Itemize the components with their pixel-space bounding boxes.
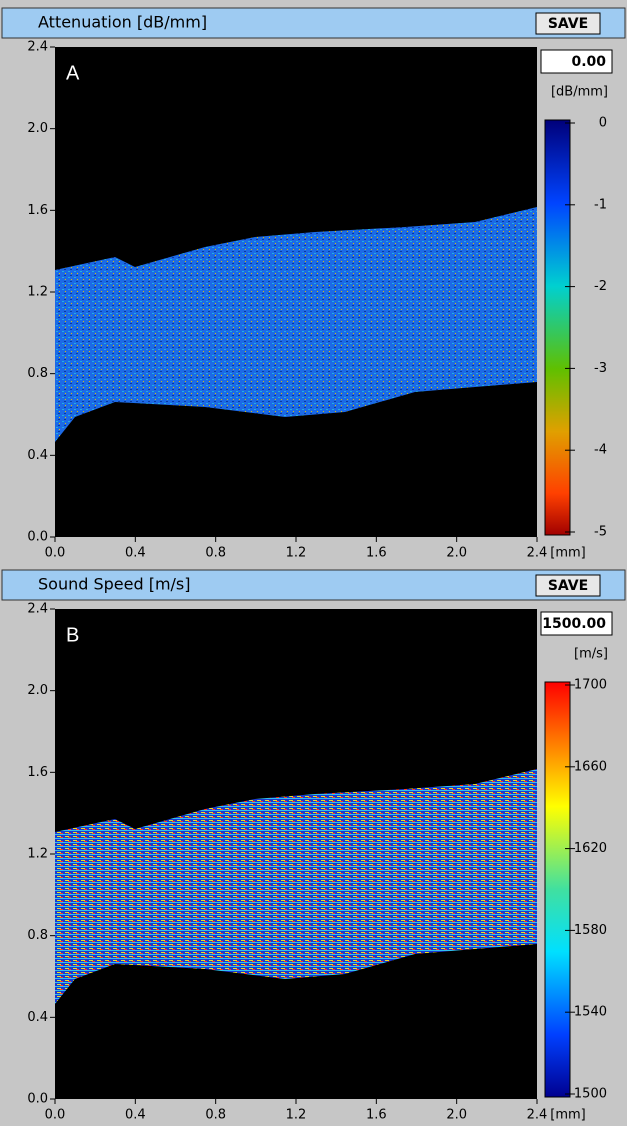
colorbar-tick-label: 1540 [574, 1005, 607, 1020]
value-box-text: 1500.00 [542, 616, 606, 632]
y-tick-label: 2.0 [27, 683, 48, 698]
y-tick-label: 0.4 [27, 1010, 48, 1025]
save-button[interactable]: SAVE [535, 12, 601, 35]
x-tick-label: 2.0 [446, 546, 467, 561]
x-tick-label: 1.6 [366, 1108, 387, 1123]
x-tick-label: 0.4 [125, 546, 146, 561]
tissue-image [55, 769, 537, 1004]
x-tick-label: 0.4 [125, 1108, 146, 1123]
y-tick-label: 1.2 [27, 847, 48, 862]
save-button[interactable]: SAVE [535, 574, 601, 597]
tissue-image [55, 207, 537, 442]
x-tick-label: 0.8 [205, 546, 226, 561]
x-tick-label: 1.2 [286, 546, 307, 561]
x-tick-label: 1.6 [366, 546, 387, 561]
colorbar-tick-label: 1580 [574, 923, 607, 938]
title-bar [1, 7, 626, 39]
panel-title: Sound Speed [m/s] [38, 575, 191, 594]
x-tick-label: 2.0 [446, 1108, 467, 1123]
x-tick-label: 1.2 [286, 1108, 307, 1123]
title-bar [1, 569, 626, 601]
y-tick-label: 2.4 [27, 40, 48, 55]
unit-label: [dB/mm] [551, 85, 608, 100]
x-tick-label: 2.4 [527, 546, 548, 561]
value-box [540, 49, 613, 74]
save-button-frame [535, 574, 601, 597]
x-tick-label: 0.8 [205, 1108, 226, 1123]
x-tick-label: 2.4 [527, 1108, 548, 1123]
colorbar-tick-label: -2 [594, 279, 607, 294]
colorbar-tick-label: 1500 [574, 1087, 607, 1102]
value-box-text: 0.00 [571, 54, 606, 70]
unit-label: [m/s] [574, 647, 608, 662]
colorbar-tick-label: 1620 [574, 841, 607, 856]
y-tick-label: 1.2 [27, 285, 48, 300]
colorbar-tick-label: -5 [594, 525, 607, 540]
y-tick-label: 0.0 [27, 1092, 48, 1107]
panel-letter: A [66, 62, 80, 84]
y-tick-label: 2.4 [27, 602, 48, 617]
panel-letter: B [66, 624, 79, 646]
colorbar [544, 119, 571, 536]
colorbar-tick-label: 1660 [574, 759, 607, 774]
x-tick-label: 0.0 [45, 1108, 66, 1123]
colorbar-tick-label: -4 [594, 443, 607, 458]
panel-title: Attenuation [dB/mm] [38, 13, 207, 32]
save-button-frame [535, 12, 601, 35]
colorbar-tick-label: -3 [594, 361, 607, 376]
colorbar-tick-label: -1 [594, 197, 607, 212]
panel: Attenuation [dB/mm] SAVE A 0.0 0.4 0.8 1.2 1.6 2… [1, 7, 626, 561]
colorbar-tick-label: 0 [599, 116, 607, 131]
x-axis-unit: [mm] [550, 546, 585, 561]
y-tick-label: 1.6 [27, 203, 48, 218]
y-tick-label: 0.8 [27, 366, 48, 381]
value-box [540, 611, 613, 636]
y-tick-label: 2.0 [27, 121, 48, 136]
save-button-label: SAVE [548, 16, 588, 32]
y-tick-label: 0.8 [27, 928, 48, 943]
y-tick-label: 1.6 [27, 765, 48, 780]
panel: Sound Speed [m/s] SAVE B 0.0 0.4 0.8 1.2 1.6 2.0… [1, 569, 626, 1123]
y-tick-label: 0.4 [27, 448, 48, 463]
colorbar [544, 681, 571, 1098]
colorbar-tick-label: 1700 [574, 678, 607, 693]
save-button-label: SAVE [548, 578, 588, 594]
x-tick-label: 0.0 [45, 546, 66, 561]
y-tick-label: 0.0 [27, 530, 48, 545]
x-axis-unit: [mm] [550, 1108, 585, 1123]
